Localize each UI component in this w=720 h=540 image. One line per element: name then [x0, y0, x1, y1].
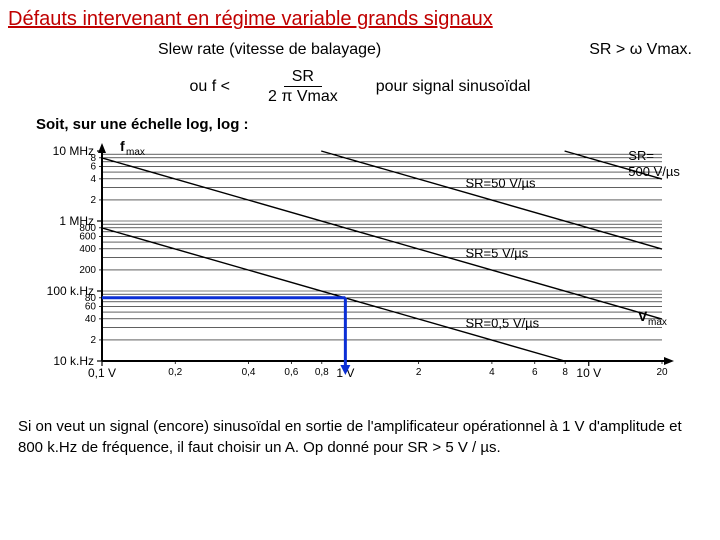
svg-text:80: 80	[85, 293, 97, 304]
svg-text:max: max	[126, 147, 145, 158]
svg-text:500 V/µs: 500 V/µs	[628, 165, 680, 180]
svg-text:SR=5 V/µs: SR=5 V/µs	[465, 246, 528, 261]
svg-text:SR=0,5 V/µs: SR=0,5 V/µs	[465, 316, 539, 331]
subtitle-row: Slew rate (vitesse de balayage) SR > ω V…	[158, 41, 692, 59]
subtitle-right: SR > ω Vmax.	[589, 41, 692, 59]
svg-text:f: f	[120, 139, 125, 154]
svg-text:SR=: SR=	[628, 149, 654, 164]
svg-text:10 MHz: 10 MHz	[53, 144, 94, 158]
formula-numerator: SR	[284, 67, 322, 87]
log-caption: Soit, sur une échelle log, log :	[36, 116, 712, 133]
svg-text:2: 2	[90, 335, 96, 346]
svg-text:V: V	[638, 308, 648, 324]
subtitle-left: Slew rate (vitesse de balayage)	[158, 41, 381, 59]
page-title: Défauts intervenant en régime variable g…	[8, 8, 712, 31]
formula-denominator: 2 π Vmax	[260, 87, 346, 106]
svg-text:800: 800	[79, 223, 96, 234]
svg-text:0,6: 0,6	[284, 367, 298, 378]
svg-text:SR=50 V/µs: SR=50 V/µs	[465, 176, 535, 191]
svg-text:max: max	[648, 317, 667, 328]
slew-rate-chart: 10 k.Hz100 k.Hz1 MHz10 MHz24060802004006…	[30, 139, 690, 399]
svg-text:200: 200	[79, 265, 96, 276]
svg-text:0,4: 0,4	[242, 367, 256, 378]
chart-container: 10 k.Hz100 k.Hz1 MHz10 MHz24060802004006…	[30, 139, 690, 399]
svg-text:20: 20	[656, 367, 668, 378]
formula-suffix: pour signal sinusoïdal	[376, 78, 531, 96]
bottom-text: Si on veut un signal (encore) sinusoïdal…	[18, 417, 702, 458]
formula-row: ou f < SR 2 π Vmax pour signal sinusoïda…	[8, 67, 712, 106]
svg-text:400: 400	[79, 244, 96, 255]
formula-fraction: SR 2 π Vmax	[260, 67, 346, 106]
svg-text:0,8: 0,8	[315, 367, 329, 378]
svg-text:6: 6	[532, 367, 538, 378]
svg-text:4: 4	[90, 174, 96, 185]
svg-text:0,2: 0,2	[168, 367, 182, 378]
svg-text:8: 8	[562, 367, 568, 378]
svg-text:0,1 V: 0,1 V	[88, 366, 116, 380]
svg-text:2: 2	[416, 367, 422, 378]
formula-prefix: ou f <	[190, 78, 230, 96]
svg-text:8: 8	[90, 153, 96, 164]
svg-text:10 V: 10 V	[576, 366, 601, 380]
svg-text:40: 40	[85, 314, 97, 325]
svg-text:2: 2	[90, 195, 96, 206]
svg-text:4: 4	[489, 367, 495, 378]
